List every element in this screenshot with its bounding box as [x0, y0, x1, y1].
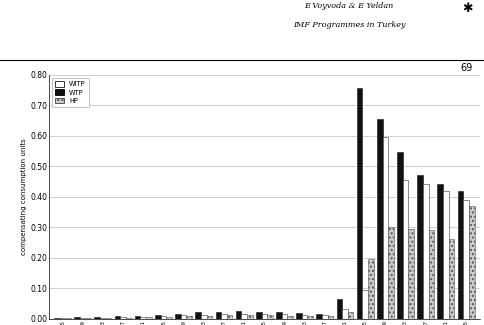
Text: 69: 69 — [460, 63, 472, 73]
Bar — [402, 180, 408, 318]
Bar — [321, 316, 327, 318]
Bar — [160, 316, 166, 318]
Text: IMF Programmes in Turkey: IMF Programmes in Turkey — [292, 21, 405, 29]
Bar — [468, 206, 473, 318]
Bar — [256, 312, 261, 318]
Bar — [362, 290, 367, 318]
Bar — [422, 185, 428, 318]
Bar — [186, 316, 192, 318]
Bar — [336, 299, 342, 318]
Bar — [215, 312, 221, 318]
Bar — [428, 230, 433, 318]
Bar — [387, 227, 393, 318]
Bar — [94, 317, 100, 318]
Legend: WITP, WTP, HP: WITP, WTP, HP — [52, 78, 89, 107]
Bar — [456, 190, 462, 318]
Bar — [301, 315, 307, 318]
Bar — [437, 185, 442, 318]
Text: ✱: ✱ — [461, 2, 472, 15]
Bar — [114, 316, 120, 318]
Bar — [261, 314, 267, 318]
Bar — [135, 316, 140, 318]
Bar — [146, 317, 151, 318]
Bar — [120, 317, 126, 318]
Bar — [155, 315, 160, 318]
Bar — [267, 316, 272, 318]
Bar — [221, 314, 227, 318]
Bar — [376, 119, 382, 318]
Bar — [327, 316, 333, 318]
Bar — [408, 228, 413, 318]
Bar — [206, 316, 212, 318]
Bar — [448, 239, 454, 318]
Bar — [175, 314, 181, 318]
Bar — [442, 190, 448, 318]
Bar — [462, 200, 468, 318]
Bar — [227, 316, 232, 318]
Bar — [296, 313, 301, 318]
Bar — [140, 317, 146, 318]
Bar — [382, 137, 387, 318]
Bar — [416, 175, 422, 318]
Bar — [275, 312, 281, 318]
Bar — [367, 259, 373, 318]
Bar — [166, 317, 172, 318]
Bar — [246, 315, 252, 318]
Bar — [181, 316, 186, 318]
Bar — [287, 316, 292, 318]
Bar — [396, 152, 402, 318]
Bar — [281, 314, 287, 318]
Bar — [316, 314, 321, 318]
Y-axis label: compensating consumption units: compensating consumption units — [21, 138, 27, 255]
Bar — [307, 316, 313, 318]
Bar — [74, 317, 80, 318]
Bar — [347, 312, 353, 318]
Bar — [235, 311, 241, 318]
Bar — [200, 315, 206, 318]
Bar — [342, 309, 347, 318]
Text: E Voyvoda & E Yeldan: E Voyvoda & E Yeldan — [304, 2, 393, 10]
Bar — [195, 312, 200, 318]
Bar — [356, 88, 362, 318]
Bar — [241, 314, 246, 318]
